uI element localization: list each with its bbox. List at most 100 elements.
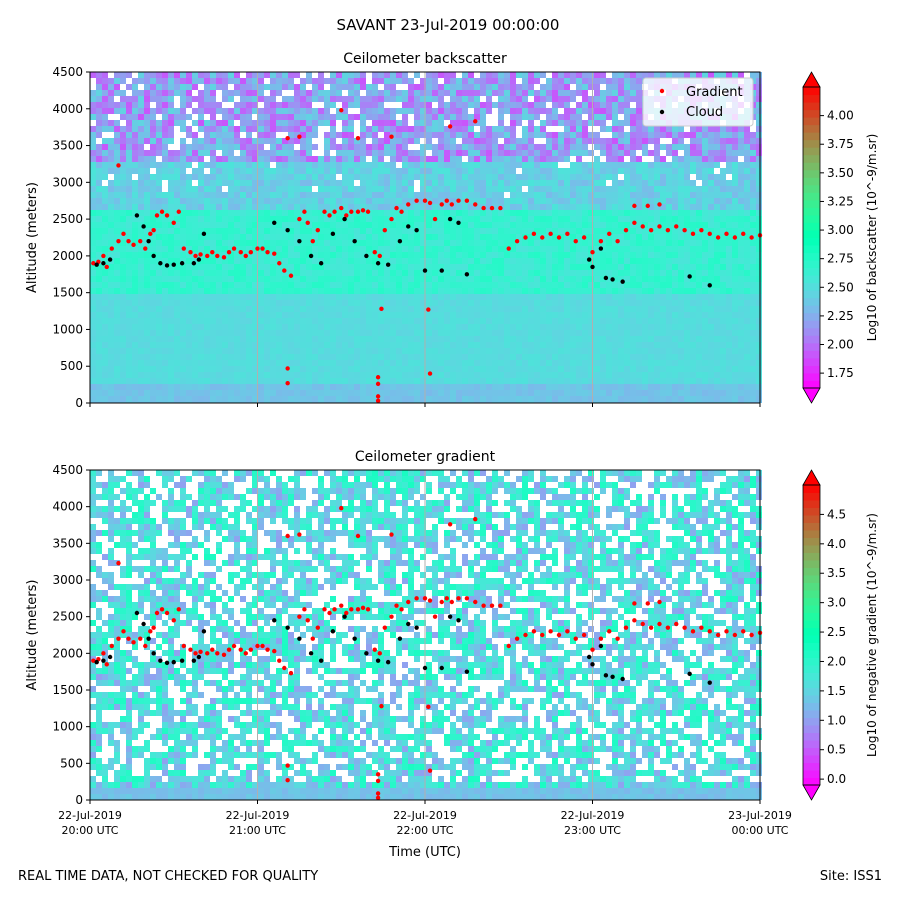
cloud-point (352, 636, 357, 641)
gradient-point (116, 238, 121, 244)
cloud-point (308, 253, 314, 259)
site-label: Site: ISS1 (819, 869, 882, 884)
gradient-point (699, 227, 704, 233)
gradient-point (749, 235, 754, 240)
gradient-point (449, 599, 454, 605)
cloud-point (146, 238, 151, 244)
gradient-point (181, 246, 186, 251)
gradient-point (231, 643, 237, 649)
gradient-point (315, 625, 320, 630)
colorbar: 1.75 2.00 2.25 2.50 2.75 3.00 3.25 3.50 3.75 4.00… (802, 71, 879, 404)
gradient-point (565, 231, 570, 237)
x-tick-label: 22:00 UTC (396, 824, 453, 837)
gradient-point (375, 778, 381, 784)
y-tick-label: 1500 (52, 286, 83, 300)
gradient-point (426, 307, 431, 312)
cloud-point (586, 654, 592, 660)
gradient-point (473, 599, 478, 605)
gradient-point (288, 670, 294, 676)
gradient-point (426, 704, 431, 710)
gradient-point (322, 607, 327, 612)
gradient-point (645, 601, 650, 606)
colorbar-tick-label: 2.5 (827, 625, 846, 639)
gradient-point (116, 163, 121, 168)
gradient-point (349, 607, 354, 612)
cloud-point (414, 625, 419, 630)
gradient-point (414, 596, 419, 601)
cloud-point (201, 231, 207, 237)
cloud-point (171, 262, 176, 267)
colorbar-tick-label: 3.75 (827, 137, 854, 151)
gradient-point (648, 625, 654, 630)
colorbar-tick-label: 0.5 (827, 743, 846, 757)
quality-disclaimer: REAL TIME DATA, NOT CHECKED FOR QUALITY (18, 869, 319, 884)
gradient-point (297, 134, 302, 139)
gradient-point (176, 209, 181, 214)
gradient-point (581, 632, 587, 638)
gradient-point (285, 380, 290, 386)
colorbar-frame (802, 86, 821, 389)
gradient-point (427, 200, 433, 206)
gradient-point (265, 647, 270, 652)
gradient-point (344, 213, 349, 218)
gradient-point (215, 253, 220, 259)
cloud-point (397, 238, 403, 244)
y-tick-label: 3500 (52, 139, 83, 153)
cloud-point (285, 227, 290, 233)
gradient-point (375, 791, 381, 796)
gradient-point (473, 516, 478, 522)
gradient-point (674, 621, 679, 627)
cloud-point (439, 665, 444, 671)
cloud-point (590, 264, 595, 270)
gradient-point (665, 625, 671, 630)
gradient-point (531, 231, 537, 237)
x-tick-label: 22-Jul-2019 (393, 809, 457, 822)
colorbar-tick-label: 1.0 (827, 713, 846, 727)
x-tick-label: 23:00 UTC (564, 824, 621, 837)
cloud-point (297, 636, 302, 641)
y-tick-label: 4000 (52, 102, 83, 116)
gradient-point (121, 231, 126, 237)
y-tick-label: 500 (60, 359, 83, 373)
gradient-point (297, 216, 302, 222)
figure-title: SAVANT 23-Jul-2019 00:00:00 (337, 16, 560, 34)
gradient-point (657, 599, 662, 605)
gradient-point (645, 203, 650, 209)
cloud-point (297, 238, 302, 244)
gradient-point (332, 209, 337, 214)
cloud-point (375, 261, 381, 266)
cloud-point (406, 224, 411, 229)
y-tick-label: 500 (60, 756, 83, 770)
gradient-point (131, 640, 136, 645)
gradient-point (272, 251, 277, 256)
gradient-point (154, 610, 160, 616)
gradient-point (640, 621, 645, 627)
gradient-point (148, 231, 153, 237)
gradient-point (540, 235, 545, 240)
gradient-point (282, 268, 287, 273)
y-tick-label: 1000 (52, 322, 83, 336)
gradient-point (159, 607, 165, 612)
gradient-point (573, 636, 578, 641)
gradient-point (657, 224, 662, 229)
gradient-point (489, 603, 495, 608)
gradient-point (514, 636, 520, 641)
gradient-point (514, 238, 520, 244)
legend-cloud-label: Cloud (686, 105, 723, 120)
gradient-point (607, 231, 612, 237)
gradient-point (741, 231, 746, 237)
gradient-point (339, 505, 344, 511)
gradient-point (305, 220, 310, 225)
gradient-point (682, 625, 687, 630)
y-tick-label: 2000 (52, 646, 83, 660)
cloud-point (707, 680, 712, 685)
gradient-point (131, 242, 136, 248)
gradient-point (215, 651, 220, 656)
gradient-point (344, 610, 349, 616)
cloud-point (439, 268, 444, 273)
colorbar-tick-label: 0.0 (827, 772, 846, 786)
gradient-point (327, 213, 332, 218)
gradient-point (682, 227, 687, 233)
y-tick-label: 1500 (52, 683, 83, 697)
